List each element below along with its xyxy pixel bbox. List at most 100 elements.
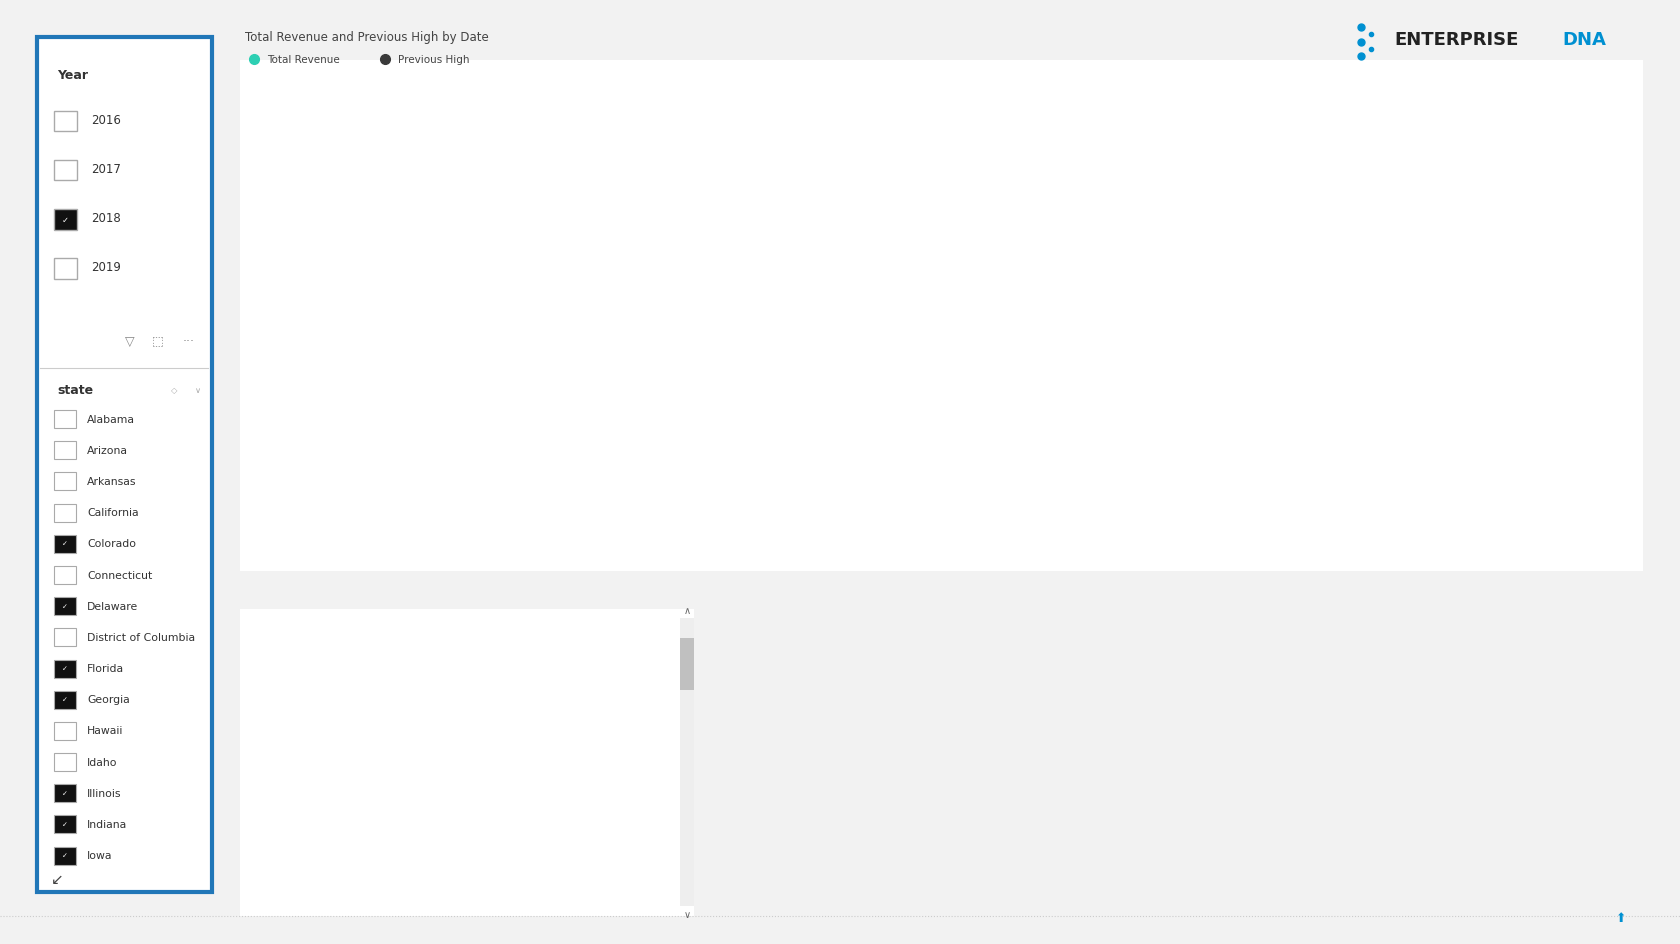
Bar	[1339, 456, 1342, 562]
Text: 210,467.10: 210,467.10	[618, 671, 675, 681]
Bar	[959, 461, 963, 562]
Text: ✓: ✓	[62, 790, 67, 796]
Bar	[1305, 390, 1309, 562]
Bar	[467, 467, 470, 562]
Bar	[1401, 421, 1404, 562]
Bar	[492, 472, 496, 562]
Bar	[583, 511, 586, 562]
Text: 227,049.60: 227,049.60	[618, 844, 675, 853]
Bar	[1218, 467, 1221, 562]
Bar	[1258, 387, 1262, 562]
Bar	[1522, 531, 1524, 562]
Bar	[996, 420, 1000, 562]
Bar	[1616, 414, 1620, 562]
Bar	[564, 511, 568, 562]
Bar	[54, 629, 76, 647]
Text: state: state	[57, 383, 94, 396]
Bar	[1551, 393, 1554, 562]
Bar	[1507, 395, 1510, 562]
Text: 42,424.40: 42,424.40	[474, 824, 524, 834]
Bar	[543, 497, 546, 562]
Bar	[380, 446, 383, 562]
Text: ✓: ✓	[62, 821, 67, 827]
Text: ✓: ✓	[62, 697, 67, 702]
Bar	[580, 464, 583, 562]
Bar	[1510, 489, 1514, 562]
Bar	[551, 405, 554, 562]
Bar	[1336, 391, 1339, 562]
Bar	[1072, 205, 1075, 562]
Bar	[1386, 523, 1389, 562]
Bar	[1174, 459, 1178, 562]
Text: ENTERPRISE: ENTERPRISE	[1394, 30, 1519, 49]
Bar	[1090, 390, 1094, 562]
Bar	[591, 486, 595, 562]
Bar	[1149, 441, 1152, 562]
Text: 227,049.60: 227,049.60	[618, 709, 675, 719]
Bar	[595, 489, 598, 562]
Bar	[1010, 469, 1013, 562]
Bar	[1006, 497, 1010, 562]
Text: 36,137,977.60: 36,137,977.60	[444, 882, 524, 892]
Bar	[605, 470, 608, 562]
Text: ✓: ✓	[62, 603, 67, 609]
Text: 37,875.10: 37,875.10	[474, 786, 524, 796]
Bar	[54, 816, 76, 834]
Bar	[1146, 413, 1149, 562]
Bar	[726, 405, 729, 562]
Text: 227,049.60: 227,049.60	[618, 786, 675, 796]
Bar	[1211, 423, 1215, 562]
Bar	[1376, 529, 1379, 562]
Text: 15/01/2018: 15/01/2018	[242, 690, 299, 700]
Text: Total Revenue: Total Revenue	[440, 613, 524, 622]
Text: ◇: ◇	[171, 385, 178, 395]
Bar	[776, 493, 780, 562]
Bar	[54, 259, 77, 279]
Bar	[353, 527, 356, 562]
Bar	[54, 210, 77, 230]
Text: Connecticut: Connecticut	[87, 570, 153, 580]
Bar	[1273, 480, 1277, 562]
Text: 2016: 2016	[91, 113, 121, 126]
Bar	[887, 497, 890, 562]
Bar	[1131, 351, 1134, 562]
Bar	[548, 402, 551, 562]
Bar	[1302, 499, 1305, 562]
Bar	[54, 473, 76, 491]
Bar	[54, 111, 77, 132]
Bar	[343, 433, 346, 562]
Bar	[847, 520, 850, 562]
Bar	[632, 440, 633, 562]
Bar	[1631, 414, 1635, 562]
Bar	[452, 468, 455, 562]
Bar	[260, 623, 657, 641]
Bar	[1477, 500, 1480, 562]
Bar	[872, 485, 875, 562]
Bar	[1087, 339, 1090, 562]
Text: 12/01/2018: 12/01/2018	[242, 632, 299, 643]
Bar	[692, 421, 696, 562]
Bar	[963, 459, 966, 562]
Bar	[1364, 520, 1368, 562]
Bar	[1284, 487, 1287, 562]
Bar	[314, 527, 316, 562]
Bar	[408, 435, 412, 562]
Bar	[685, 450, 689, 562]
Bar	[1248, 401, 1252, 562]
Bar	[1547, 484, 1551, 562]
Bar	[423, 480, 427, 562]
Text: Hawaii: Hawaii	[87, 726, 124, 735]
Bar	[984, 479, 988, 562]
Bar	[1299, 528, 1302, 562]
Bar	[1215, 454, 1218, 562]
Bar	[1310, 475, 1312, 562]
Bar	[1240, 423, 1243, 562]
Bar	[365, 504, 368, 562]
Bar	[437, 420, 440, 562]
Bar	[1467, 463, 1470, 562]
Bar	[1544, 512, 1547, 562]
Bar	[689, 433, 692, 562]
Bar	[978, 503, 981, 562]
Text: Alabama: Alabama	[87, 414, 136, 424]
Bar	[1324, 512, 1327, 562]
